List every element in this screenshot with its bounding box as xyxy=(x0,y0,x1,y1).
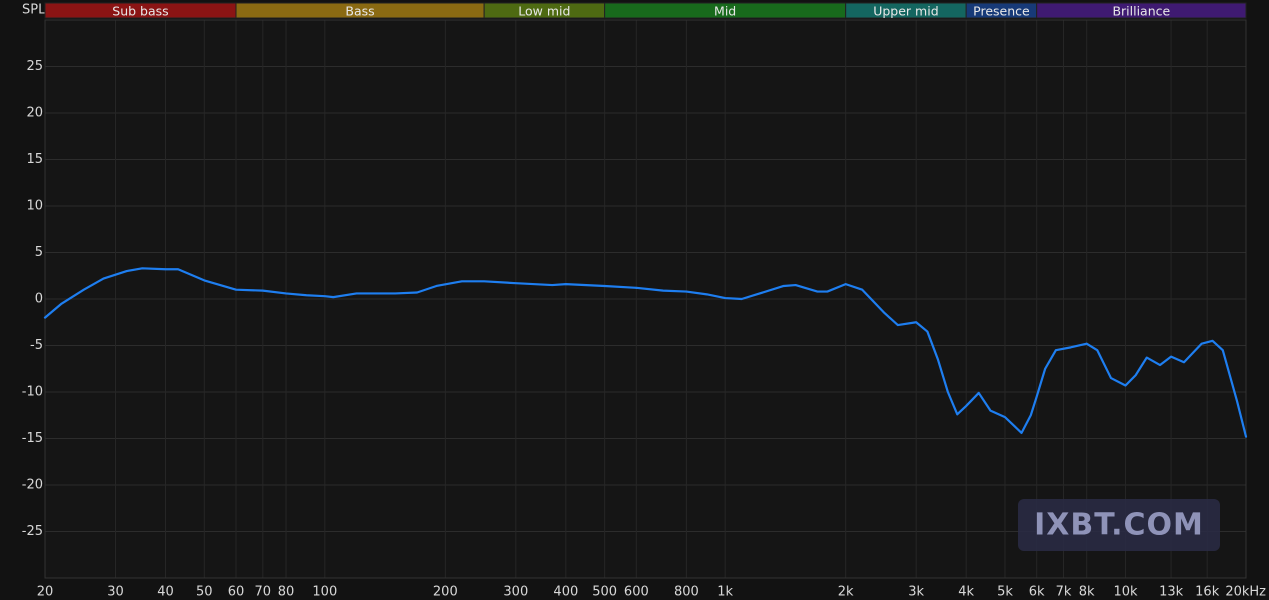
x-tick-label: 300 xyxy=(503,585,528,600)
x-tick-label: 30 xyxy=(107,585,124,600)
x-tick-label: 10k xyxy=(1113,585,1138,600)
y-tick-label: 5 xyxy=(35,245,43,260)
y-tick-label: 0 xyxy=(35,292,43,307)
x-tick-label: 16k xyxy=(1195,585,1220,600)
x-tick-label: 40 xyxy=(157,585,174,600)
watermark: IXBT.COM xyxy=(1034,508,1204,543)
band-label: Low mid xyxy=(518,4,570,19)
x-tick-label: 20 xyxy=(37,585,54,600)
x-tick-label: 800 xyxy=(674,585,699,600)
x-tick-label: 60 xyxy=(228,585,245,600)
x-tick-label: 4k xyxy=(958,585,974,600)
x-tick-label: 7k xyxy=(1056,585,1072,600)
y-tick-label: -15 xyxy=(22,431,43,446)
plot-frame xyxy=(44,19,1247,579)
band xyxy=(1036,2,1247,19)
x-tick-label: 80 xyxy=(278,585,295,600)
x-tick-label: 500 xyxy=(592,585,617,600)
y-tick-label: 10 xyxy=(26,199,43,214)
x-tick-label: 1k xyxy=(717,585,733,600)
y-tick-label: -10 xyxy=(22,385,43,400)
watermark-box xyxy=(1018,499,1220,551)
y-tick-label: -20 xyxy=(22,478,43,493)
x-tick-label: 70 xyxy=(255,585,272,600)
band-label: Upper mid xyxy=(873,4,938,19)
x-tick-label: 100 xyxy=(312,585,337,600)
x-tick-label: 20kHz xyxy=(1225,585,1266,600)
x-tick-label: 400 xyxy=(553,585,578,600)
x-tick-label: 6k xyxy=(1029,585,1045,600)
y-tick-label: 25 xyxy=(26,59,43,74)
y-axis-label: SPL xyxy=(22,3,46,18)
band-label: Presence xyxy=(973,4,1030,19)
band-label: Bass xyxy=(345,4,374,19)
x-tick-label: 3k xyxy=(908,585,924,600)
band-label: Mid xyxy=(714,4,736,19)
y-tick-label: 15 xyxy=(26,152,43,167)
y-tick-label: -25 xyxy=(22,524,43,539)
y-tick-label: 20 xyxy=(26,106,43,121)
x-tick-label: 600 xyxy=(624,585,649,600)
band-label: Brilliance xyxy=(1112,4,1170,19)
band-label: Sub bass xyxy=(112,4,168,19)
response-line xyxy=(43,267,1248,438)
y-tick-label: -5 xyxy=(30,338,43,353)
x-tick-label: 5k xyxy=(997,585,1013,600)
x-tick-label: 50 xyxy=(196,585,213,600)
x-tick-label: 8k xyxy=(1079,585,1095,600)
x-tick-label: 13k xyxy=(1159,585,1184,600)
x-tick-label: 2k xyxy=(838,585,854,600)
x-tick-label: 200 xyxy=(433,585,458,600)
